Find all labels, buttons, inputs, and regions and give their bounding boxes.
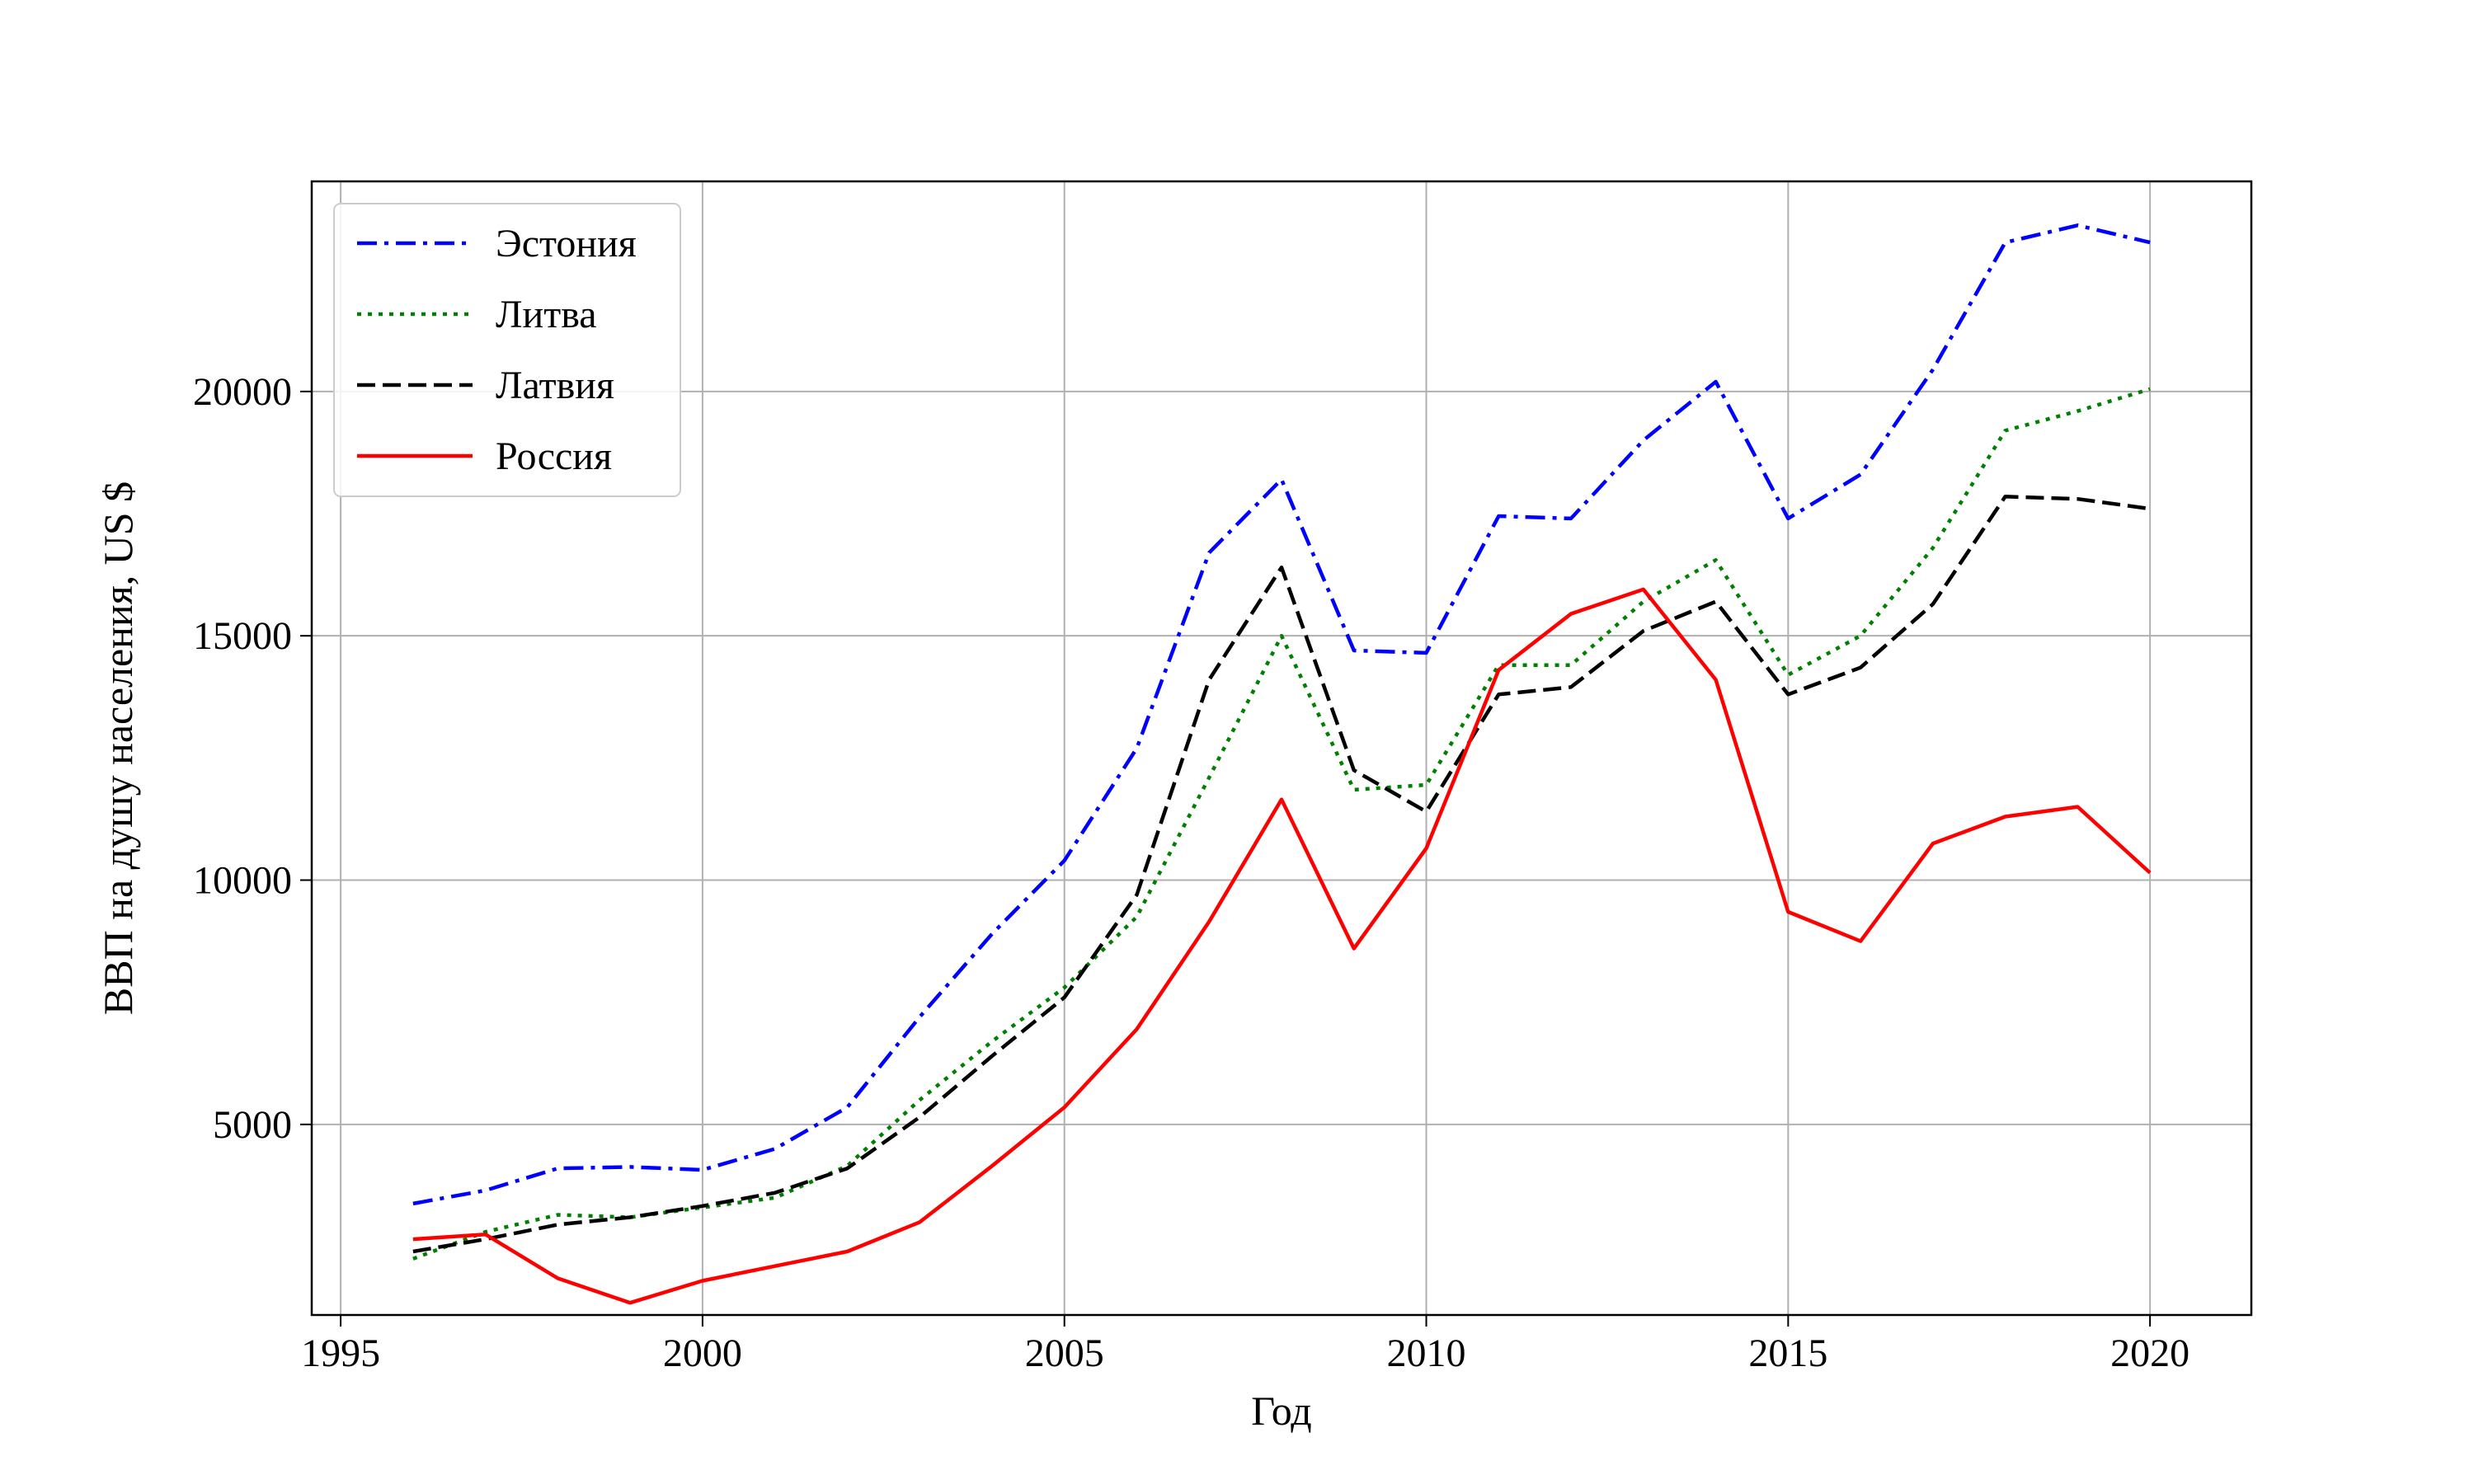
x-tick-label: 2020 — [2110, 1331, 2189, 1375]
x-tick-label: 2005 — [1025, 1331, 1104, 1375]
x-tick-label: 2000 — [663, 1331, 742, 1375]
y-tick-label: 15000 — [193, 614, 292, 658]
legend-label-1: Эстония — [496, 222, 637, 265]
series-line-3 — [412, 495, 2151, 1254]
legend: Эстония Литва Латвия Россия — [333, 203, 681, 497]
x-tick-label: 2015 — [1748, 1331, 1827, 1375]
legend-label-2: Литва — [496, 293, 597, 336]
x-tick-label: 2010 — [1387, 1331, 1466, 1375]
series-line-4 — [412, 587, 2152, 1305]
legend-label-4: Россия — [496, 434, 612, 478]
y-tick-label: 5000 — [213, 1103, 292, 1147]
legend-box — [333, 203, 681, 497]
x-tick-label: 1995 — [301, 1331, 380, 1375]
axis-ticks: 1995 2000 2005 2010 2015 2020 5000 10000 15000 20… — [193, 370, 2189, 1375]
y-tick-label: 20000 — [193, 370, 292, 414]
x-axis-label: Год — [1251, 1388, 1312, 1434]
y-axis-label: ВВП на душу населения, US $ — [95, 481, 141, 1015]
y-tick-label: 10000 — [193, 859, 292, 903]
legend-label-3: Латвия — [496, 364, 614, 407]
plot-area-frame — [310, 180, 2253, 1317]
series-line-2 — [412, 387, 2151, 1261]
series-group — [412, 223, 2152, 1305]
grid — [312, 181, 2251, 1315]
